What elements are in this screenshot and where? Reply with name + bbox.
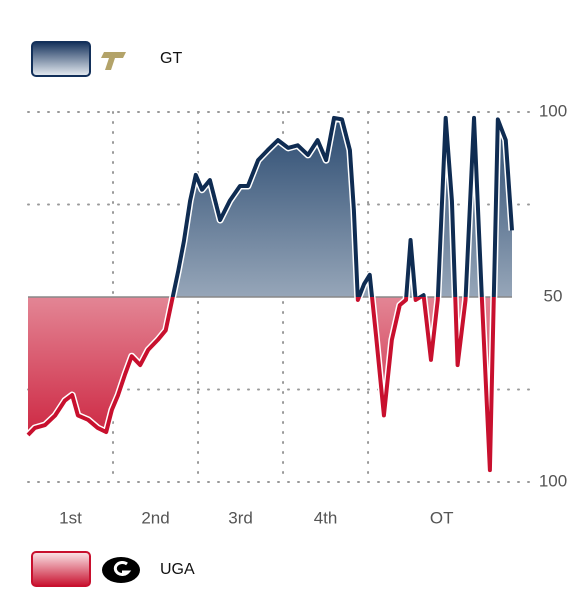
line	[170, 115, 514, 297]
x-tick-label: 3rd	[228, 508, 253, 527]
legend-top: GT	[31, 41, 182, 77]
team-logo	[101, 52, 126, 70]
team-logo	[102, 557, 140, 583]
line	[26, 297, 496, 473]
legend-swatch	[31, 41, 91, 77]
x-tick-label: 1st	[59, 508, 82, 527]
x-tick-label: 2nd	[141, 508, 169, 527]
legend-bottom: UGA	[31, 551, 195, 587]
legend-label: GT	[160, 50, 182, 67]
legend-swatch	[31, 551, 91, 587]
y-tick-label: 100	[539, 101, 567, 120]
legend-label: UGA	[160, 561, 195, 578]
area-fill	[28, 117, 512, 297]
y-tick-label: 100	[539, 471, 567, 490]
x-tick-label: OT	[430, 508, 454, 527]
y-tick-label: 50	[544, 286, 563, 305]
team-logo-g	[113, 561, 132, 576]
x-tick-label: 4th	[314, 508, 338, 527]
